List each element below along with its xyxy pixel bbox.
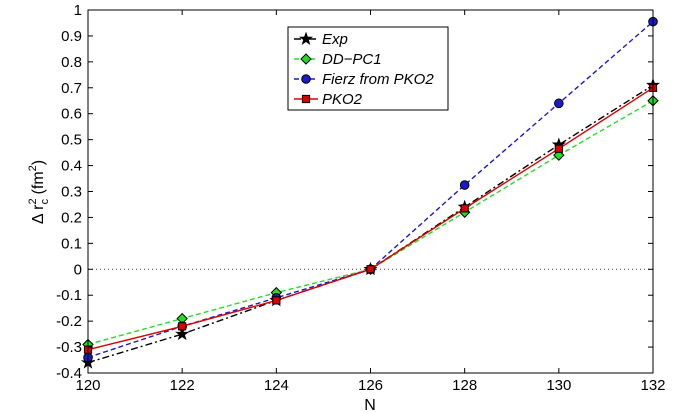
x-axis-title: N [364, 397, 376, 412]
y-tick-label: 1 [74, 2, 82, 19]
x-tick-label: 128 [452, 377, 477, 394]
x-tick-label: 132 [640, 377, 665, 394]
y-tick-label: 0.1 [61, 235, 82, 252]
y-tick-label: 0.9 [61, 28, 82, 45]
legend-marker [298, 31, 314, 45]
y-axis-title-unit-open: (fm [30, 171, 47, 199]
y-axis-title-sub: c [39, 198, 51, 204]
data-point [554, 144, 563, 153]
y-axis-title-sup: 2 [27, 198, 39, 204]
legend-entry: Exp [294, 31, 348, 48]
legend-label: DD−PC1 [322, 51, 382, 68]
legend-label: Fierz from PKO2 [322, 71, 434, 88]
legend-label: PKO2 [322, 91, 363, 108]
y-tick-label: 0.3 [61, 184, 82, 201]
y-tick-label: 0.7 [61, 80, 82, 97]
data-point [366, 265, 375, 274]
y-tick-label: -0.4 [56, 365, 82, 382]
legend-entry: DD−PC1 [294, 51, 382, 68]
y-axis-title-base: Δ r [30, 204, 47, 224]
x-tick-label: 130 [546, 377, 571, 394]
legend-marker [301, 74, 311, 84]
data-point [459, 180, 470, 190]
data-point [175, 326, 190, 341]
y-tick-label: -0.2 [56, 313, 82, 330]
x-tick-label: 126 [358, 377, 383, 394]
y-axis-title-unit-sup: 2 [27, 165, 39, 171]
legend-entry: PKO2 [294, 91, 363, 108]
y-axis-title-unit-close: ) [30, 160, 47, 165]
legend-label: Exp [322, 31, 348, 48]
y-tick-label: 0.5 [61, 132, 82, 149]
ticks-layer: 120 122 124 126 128 130 132 -0.4 -0.3 -0.2 -0.1 0 0.… [56, 2, 665, 394]
legend-box [287, 26, 449, 111]
legend-marker [301, 94, 311, 104]
x-tick-label: 122 [170, 377, 195, 394]
data-point [460, 204, 469, 213]
legend-entry: Fierz from PKO2 [294, 71, 434, 88]
data-point [178, 322, 187, 331]
data-point [272, 296, 281, 305]
y-tick-label: 0.4 [61, 158, 82, 175]
y-tick-label: 0.8 [61, 54, 82, 71]
y-tick-label: 0.2 [61, 209, 82, 226]
y-tick-label: -0.3 [56, 339, 82, 356]
legend-marker [300, 53, 312, 65]
data-point [554, 98, 564, 109]
y-tick-label: 0.6 [61, 106, 82, 123]
y-tick-label: -0.1 [56, 287, 82, 304]
legend: Exp DD−PC1 Fierz from PKO2 PKO2 [287, 26, 449, 111]
y-tick-label: 0 [74, 261, 82, 278]
y-axis-title: Δ r2c (fm2) [27, 160, 51, 224]
x-tick-label: 124 [264, 377, 289, 394]
x-tick-label: 120 [75, 377, 100, 394]
